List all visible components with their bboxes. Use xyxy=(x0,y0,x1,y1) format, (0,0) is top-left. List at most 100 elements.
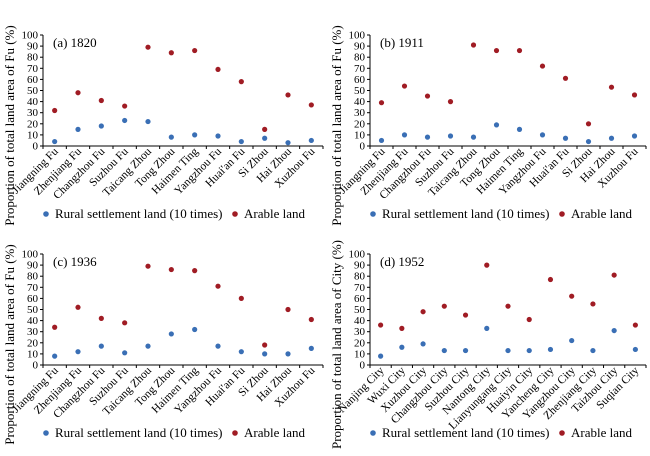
arable-land-point xyxy=(420,309,426,315)
arable-land-point xyxy=(378,100,385,106)
y-tick-label: 100 xyxy=(22,249,39,261)
rural-settlement-point xyxy=(378,353,384,359)
rural-settlement-point xyxy=(401,132,408,138)
y-tick-label: 70 xyxy=(27,282,39,294)
arable-land-point xyxy=(547,276,554,283)
y-tick-label: 60 xyxy=(27,293,39,305)
legend-label-rural: Rural settlement land (10 times) xyxy=(382,206,550,221)
arable-land-point xyxy=(526,316,532,323)
arable-land-point xyxy=(590,301,596,307)
arable-land-point xyxy=(52,324,58,330)
rural-settlement-point xyxy=(569,337,575,344)
arable-land-point xyxy=(470,42,477,48)
y-tick-label: 80 xyxy=(354,52,366,64)
arable-land-point xyxy=(285,306,291,313)
y-tick-label: 10 xyxy=(27,129,39,141)
arable-land-point xyxy=(75,304,81,310)
arable-land-point xyxy=(378,322,384,328)
y-axis-label: Proportion of total land area of City (%… xyxy=(329,240,344,449)
y-tick-label: 30 xyxy=(27,107,39,119)
y-tick-label: 80 xyxy=(354,271,366,283)
arable-land-point xyxy=(585,121,592,127)
y-tick-label: 100 xyxy=(349,249,366,261)
arable-land-point xyxy=(52,107,58,114)
rural-settlement-point xyxy=(122,350,128,356)
arable-land-point xyxy=(424,93,431,99)
rural-settlement-point xyxy=(399,344,405,350)
y-tick-label: 70 xyxy=(354,63,366,75)
y-tick-label: 50 xyxy=(354,85,366,97)
legend-label-arable: Arable land xyxy=(244,425,306,440)
rural-settlement-point xyxy=(470,134,477,140)
rural-settlement-point xyxy=(632,346,638,353)
legend-label-rural: Rural settlement land (10 times) xyxy=(382,425,550,440)
rural-settlement-point xyxy=(262,135,268,141)
y-tick-label: 20 xyxy=(27,337,39,349)
legend-marker-arable xyxy=(232,430,238,436)
panel-title: (a) 1820 xyxy=(53,35,97,50)
arable-land-point xyxy=(215,66,221,73)
y-tick-label: 60 xyxy=(27,74,39,86)
y-tick-label: 20 xyxy=(354,118,366,130)
legend-label-arable: Arable land xyxy=(571,206,633,221)
arable-land-point xyxy=(122,320,128,326)
arable-land-point xyxy=(145,263,151,269)
y-tick-label: 90 xyxy=(27,41,39,53)
rural-settlement-point xyxy=(539,132,546,138)
rural-settlement-point xyxy=(547,346,554,353)
rural-settlement-point xyxy=(238,349,244,355)
y-tick-label: 0 xyxy=(360,141,366,153)
legend-label-arable: Arable land xyxy=(244,206,306,221)
rural-settlement-point xyxy=(484,325,490,331)
y-tick-label: 30 xyxy=(27,326,39,338)
arable-land-point xyxy=(562,75,569,81)
y-tick-label: 90 xyxy=(27,260,39,272)
y-axis-label: Proportion of total land area of Fu (%) xyxy=(2,244,17,444)
rural-settlement-point xyxy=(98,123,104,129)
arable-land-point xyxy=(145,44,151,50)
y-tick-label: 30 xyxy=(354,326,366,338)
rural-settlement-point xyxy=(493,122,500,128)
rural-settlement-point xyxy=(526,347,532,354)
arable-land-point xyxy=(569,293,575,299)
legend-marker-arable xyxy=(232,211,238,217)
rural-settlement-point xyxy=(145,118,151,125)
y-tick-label: 90 xyxy=(354,260,366,272)
rural-settlement-point xyxy=(608,135,615,141)
arable-land-point xyxy=(285,92,291,98)
rural-settlement-point xyxy=(611,327,617,334)
y-tick-label: 70 xyxy=(27,63,39,75)
arable-land-point xyxy=(611,272,617,278)
arable-land-point xyxy=(608,84,615,90)
legend-marker-rural xyxy=(370,430,376,436)
arable-land-point xyxy=(631,92,638,98)
arable-land-point xyxy=(399,325,405,331)
y-tick-label: 10 xyxy=(354,129,366,141)
arable-land-point xyxy=(98,97,104,104)
arable-land-point xyxy=(238,79,244,85)
rural-settlement-point xyxy=(462,347,469,354)
y-tick-label: 50 xyxy=(354,304,366,316)
y-tick-label: 10 xyxy=(354,348,366,360)
rural-settlement-point xyxy=(505,347,511,354)
arable-land-point xyxy=(516,47,523,54)
y-tick-label: 40 xyxy=(354,315,366,327)
y-tick-label: 10 xyxy=(27,348,39,360)
rural-settlement-point xyxy=(168,134,174,140)
rural-settlement-point xyxy=(168,331,174,337)
rural-settlement-point xyxy=(424,134,431,140)
rural-settlement-point xyxy=(585,138,592,145)
legend-marker-rural xyxy=(370,211,376,217)
y-tick-label: 100 xyxy=(22,30,39,42)
arable-land-point xyxy=(168,50,174,56)
rural-settlement-point xyxy=(215,133,221,139)
arable-land-point xyxy=(168,266,174,273)
arable-land-point xyxy=(238,295,244,301)
rural-settlement-point xyxy=(516,126,523,132)
arable-land-point xyxy=(539,63,546,69)
y-tick-label: 80 xyxy=(27,271,39,283)
y-tick-label: 40 xyxy=(27,315,39,327)
legend-marker-rural xyxy=(43,430,49,436)
y-tick-label: 100 xyxy=(349,30,366,42)
